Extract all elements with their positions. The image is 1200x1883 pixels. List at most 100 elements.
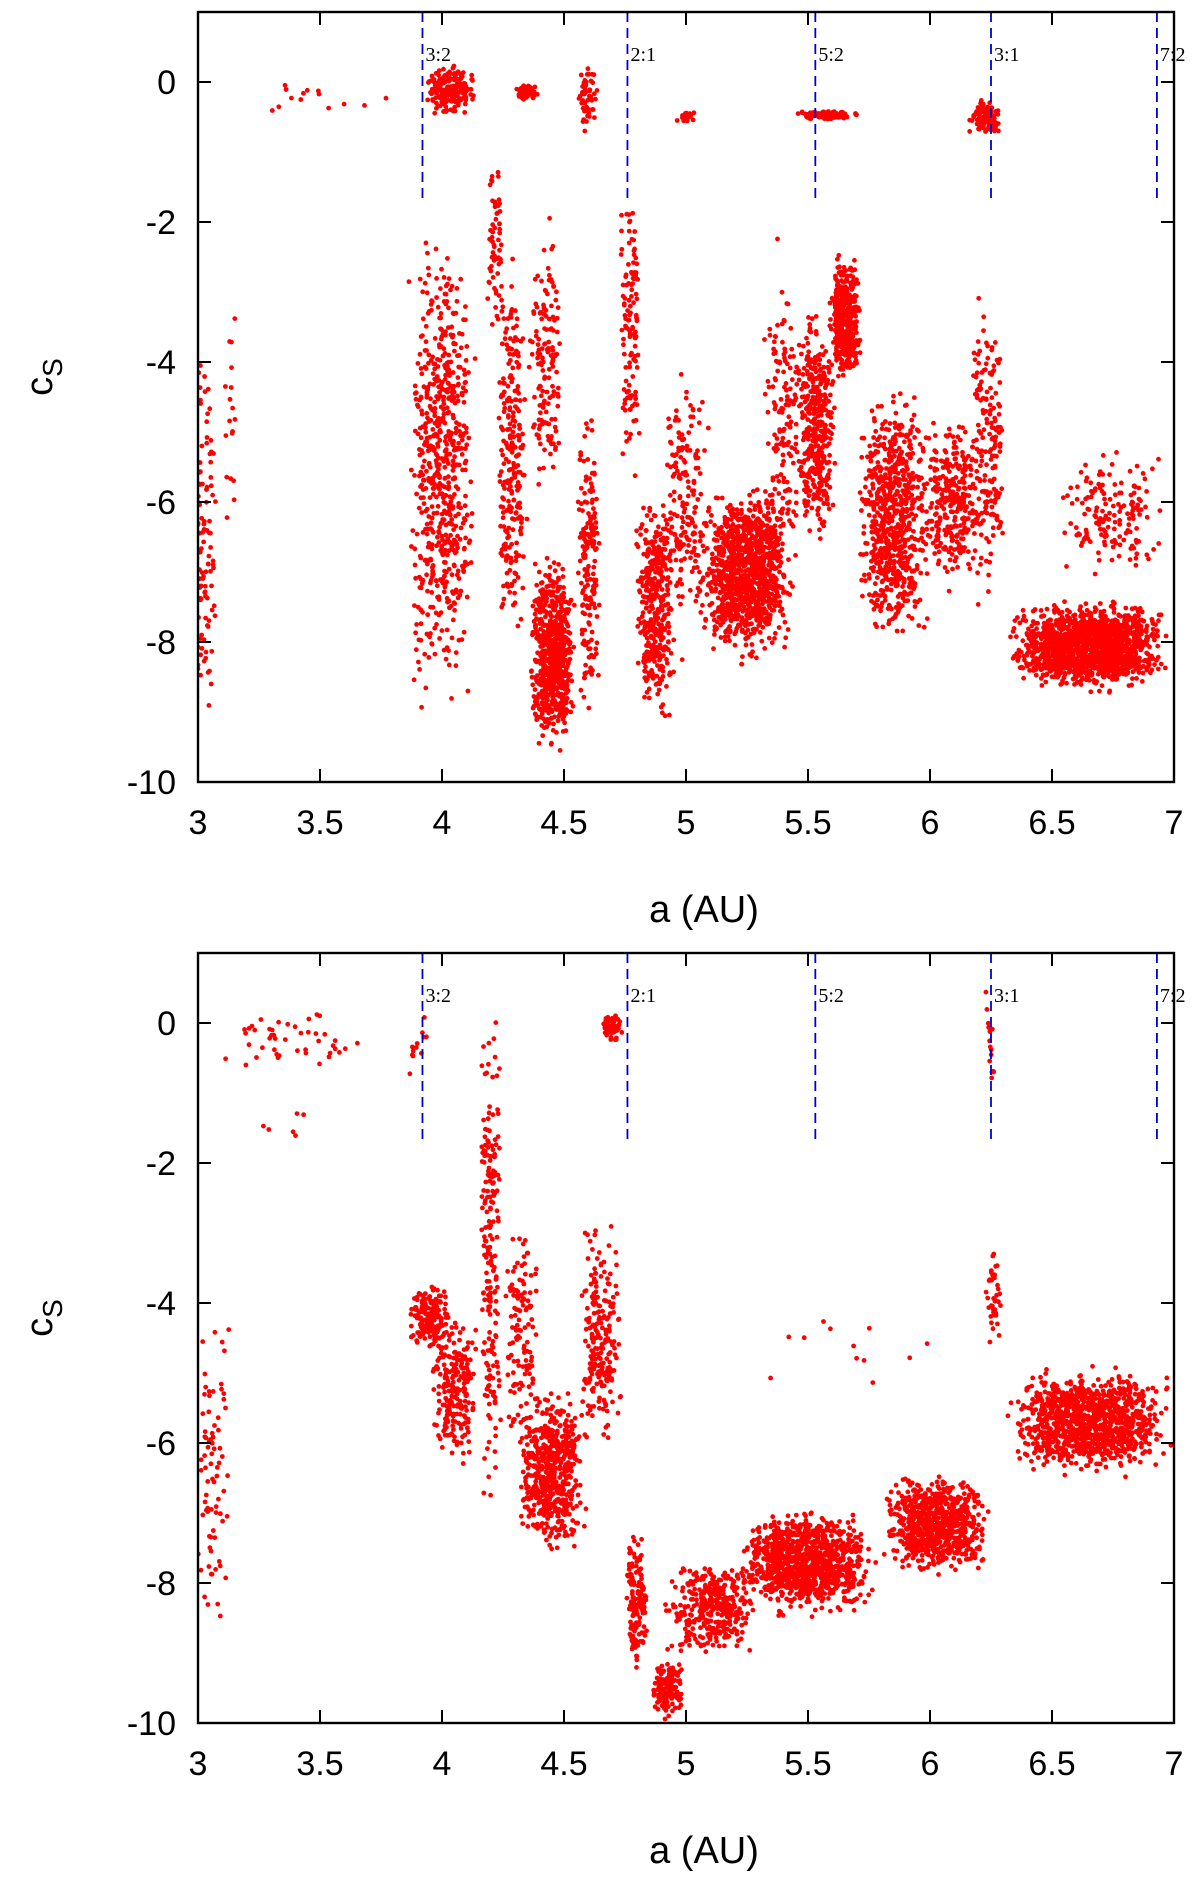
data-point <box>841 264 847 270</box>
data-point <box>715 568 720 573</box>
data-point <box>665 639 671 645</box>
data-point <box>781 574 787 580</box>
data-point <box>660 503 666 508</box>
data-point <box>423 685 429 691</box>
data-point <box>749 653 754 659</box>
data-point <box>630 271 635 277</box>
data-point <box>695 497 701 502</box>
data-point <box>460 467 465 473</box>
data-point <box>426 462 432 467</box>
data-point <box>489 234 495 240</box>
data-point <box>230 405 236 411</box>
data-point <box>727 638 732 644</box>
data-point <box>795 111 801 116</box>
data-point <box>547 395 553 401</box>
data-point <box>423 429 429 435</box>
data-point <box>441 559 447 565</box>
data-point <box>443 522 449 528</box>
data-point <box>728 578 734 584</box>
data-point <box>201 521 207 527</box>
data-point <box>806 452 811 457</box>
data-point <box>559 710 564 716</box>
data-point <box>705 571 710 577</box>
data-point <box>692 539 698 544</box>
data-point <box>665 611 671 617</box>
data-point <box>719 495 725 501</box>
data-point <box>709 512 714 518</box>
data-point <box>540 368 546 373</box>
data-point <box>680 445 686 451</box>
data-point <box>439 266 444 272</box>
data-point <box>316 91 322 97</box>
data-point <box>501 316 507 321</box>
data-point <box>798 473 804 479</box>
data-point <box>812 416 818 421</box>
data-point <box>453 99 458 105</box>
data-point <box>466 370 471 375</box>
data-point <box>590 107 596 112</box>
data-point <box>511 434 517 440</box>
data-point <box>634 296 640 302</box>
data-point <box>711 646 716 652</box>
data-point <box>537 635 543 641</box>
data-point <box>436 72 441 78</box>
data-point <box>458 74 464 80</box>
data-point <box>510 418 516 423</box>
data-point <box>656 524 661 530</box>
data-point <box>583 421 589 426</box>
data-point <box>976 126 982 132</box>
data-point <box>463 304 468 309</box>
data-point <box>443 332 448 338</box>
data-point <box>642 694 647 700</box>
data-point <box>425 265 431 271</box>
data-point <box>769 607 775 613</box>
data-point <box>424 290 430 296</box>
data-point <box>761 513 767 519</box>
data-point <box>464 442 470 448</box>
data-point <box>666 647 671 652</box>
data-point <box>642 624 648 629</box>
data-point <box>730 510 736 516</box>
data-point <box>506 414 511 420</box>
data-point <box>485 296 491 301</box>
data-point <box>430 568 435 574</box>
data-point <box>739 661 744 667</box>
data-point <box>582 499 588 505</box>
data-point <box>459 452 465 457</box>
data-point <box>593 651 599 657</box>
data-point <box>461 629 467 635</box>
data-point <box>773 539 779 545</box>
data-point <box>589 418 594 423</box>
data-point <box>508 484 513 489</box>
data-point <box>648 593 654 599</box>
data-point <box>822 458 827 464</box>
data-point <box>326 105 331 111</box>
data-point <box>429 307 434 313</box>
data-point <box>562 720 567 726</box>
data-point <box>706 505 712 511</box>
data-point <box>415 404 421 410</box>
data-point <box>752 626 758 632</box>
data-point <box>515 487 520 493</box>
data-point <box>515 623 521 629</box>
data-point <box>702 448 707 453</box>
data-point <box>446 480 451 486</box>
data-point <box>542 326 547 331</box>
data-point <box>590 571 596 577</box>
data-point <box>510 602 516 608</box>
data-point <box>536 433 541 438</box>
data-point <box>712 581 718 587</box>
data-point <box>698 579 703 585</box>
data-point <box>672 532 678 537</box>
data-point <box>811 482 816 487</box>
data-point <box>431 361 437 367</box>
data-point <box>589 601 595 606</box>
data-point <box>751 534 756 540</box>
data-point <box>586 705 592 711</box>
data-point <box>636 430 642 436</box>
data-point <box>446 352 452 358</box>
data-point <box>207 406 213 412</box>
data-point <box>493 305 498 310</box>
data-point <box>622 296 628 301</box>
data-point <box>424 572 429 578</box>
